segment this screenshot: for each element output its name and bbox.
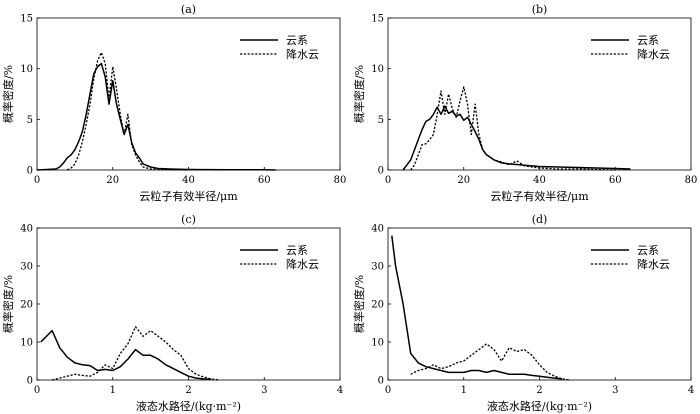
y-tick-label: 30: [20, 262, 33, 273]
x-tick-label: 4: [337, 385, 343, 396]
legend-label: 降水云: [286, 47, 319, 61]
legend-label: 云系: [286, 34, 308, 47]
x-axis-title: 液态水路径/(kg·m⁻²): [136, 399, 241, 413]
x-tick-label: 60: [258, 175, 271, 186]
y-tick-label: 5: [378, 115, 384, 126]
series-line-solid: [402, 105, 631, 171]
x-tick-label: 1: [110, 385, 116, 396]
y-tick-label: 5: [27, 115, 33, 126]
x-tick-label: 0: [34, 175, 40, 186]
panel-d: (d)0 1 2 3 4010203040液态水路径/(kg·m⁻²)概率密度/%云系降…: [352, 213, 694, 413]
x-tick-label: 0: [385, 175, 391, 186]
series-line-solid: [391, 235, 563, 380]
x-tick-label: 40: [533, 175, 546, 186]
panel-label: (c): [181, 213, 196, 226]
x-tick-label: 20: [457, 175, 470, 186]
x-tick-label: 3: [612, 385, 618, 396]
x-tick-label: 1: [461, 385, 467, 396]
y-tick-label: 20: [20, 300, 33, 311]
y-tick-label: 10: [20, 338, 33, 349]
x-tick-label: 0: [34, 385, 40, 396]
y-tick-label: 0: [27, 166, 33, 177]
x-tick-label: 40: [182, 175, 195, 186]
legend-label: 降水云: [286, 257, 319, 271]
panel-label: (a): [181, 3, 196, 16]
panel-label: (b): [532, 3, 548, 16]
y-tick-label: 15: [20, 14, 33, 25]
x-axis-title: 云粒子有效半径/μm: [490, 189, 589, 203]
series-line-dashed: [410, 86, 616, 171]
panel-label: (d): [532, 213, 548, 226]
x-tick-label: 3: [261, 385, 267, 396]
panel-c: (c)0 1 2 3 4010203040液态水路径/(kg·m⁻²)概率密度/%云系降…: [1, 213, 343, 413]
x-tick-label: 0: [385, 385, 391, 396]
x-tick-label: 80: [334, 175, 347, 186]
y-tick-label: 40: [371, 224, 384, 235]
series-line-dashed: [51, 326, 219, 381]
series-line-dashed: [410, 343, 570, 381]
series-line-solid: [40, 329, 212, 380]
y-tick-label: 40: [20, 224, 33, 235]
y-axis-title: 概率密度/%: [352, 65, 366, 123]
legend-label: 云系: [637, 34, 659, 47]
x-tick-label: 60: [609, 175, 622, 186]
x-axis-title: 云粒子有效半径/μm: [139, 189, 238, 203]
legend-label: 云系: [286, 244, 308, 257]
y-tick-label: 10: [371, 338, 384, 349]
x-axis-title: 液态水路径/(kg·m⁻²): [487, 399, 592, 413]
legend-label: 降水云: [637, 257, 670, 271]
y-tick-label: 0: [27, 376, 33, 387]
legend-label: 降水云: [637, 47, 670, 61]
y-tick-label: 15: [371, 14, 384, 25]
series-line-solid: [36, 62, 276, 171]
y-axis-title: 概率密度/%: [1, 275, 15, 333]
x-tick-label: 80: [685, 175, 698, 186]
legend-label: 云系: [637, 244, 659, 257]
y-axis-title: 概率密度/%: [352, 275, 366, 333]
y-tick-label: 20: [371, 300, 384, 311]
y-tick-label: 30: [371, 262, 384, 273]
y-tick-label: 0: [378, 376, 384, 387]
y-tick-label: 10: [371, 64, 384, 75]
y-axis-title: 概率密度/%: [1, 65, 15, 123]
x-tick-label: 20: [106, 175, 119, 186]
series-line-dashed: [66, 51, 189, 171]
x-tick-label: 2: [185, 385, 191, 396]
x-tick-label: 2: [536, 385, 542, 396]
y-tick-label: 10: [20, 64, 33, 75]
x-tick-label: 4: [688, 385, 694, 396]
y-tick-label: 0: [378, 166, 384, 177]
